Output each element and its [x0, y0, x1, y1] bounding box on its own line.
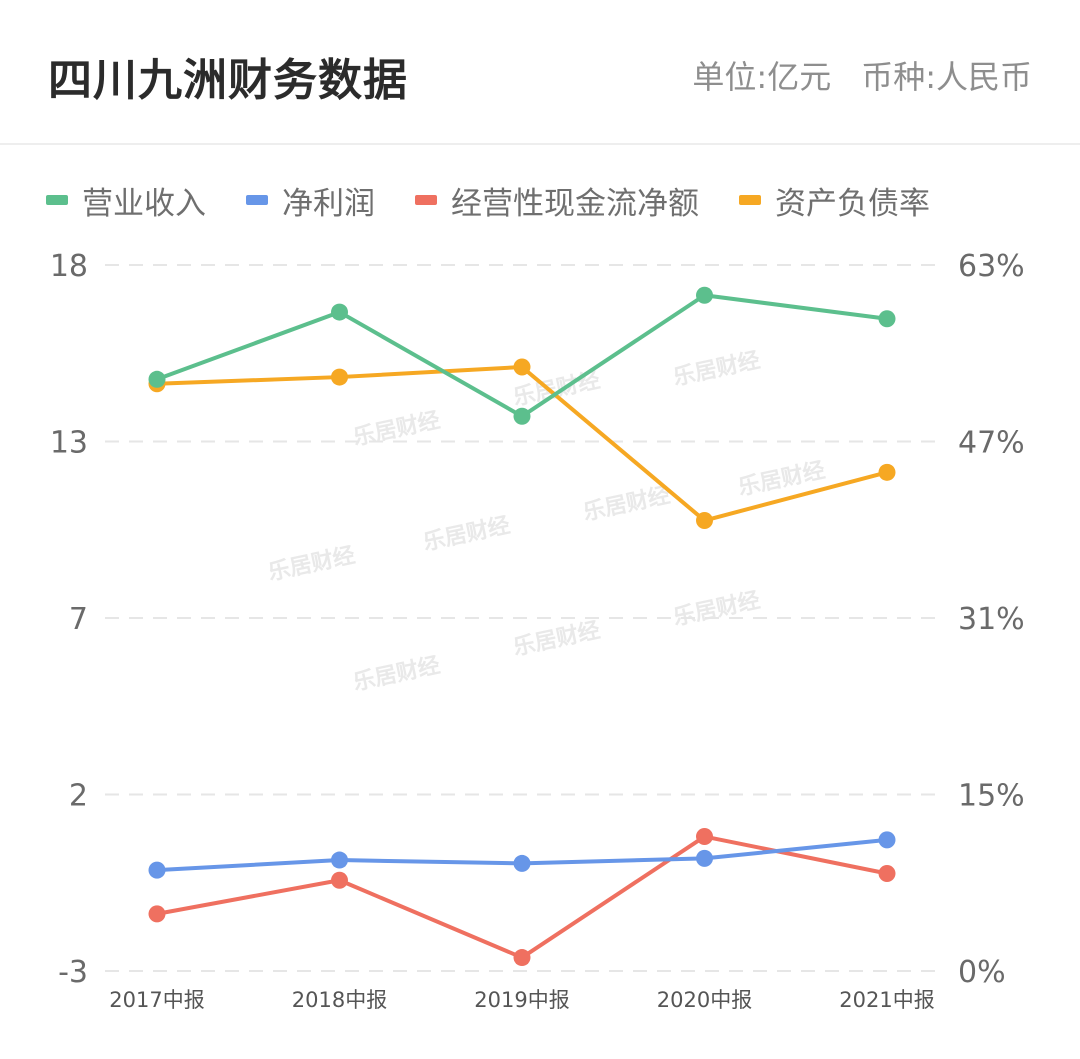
legend-label: 营业收入 — [82, 185, 206, 222]
data-point — [696, 849, 713, 867]
data-point — [513, 949, 531, 967]
watermark-text: 乐居财经 — [671, 347, 762, 391]
legend-swatch — [246, 195, 268, 205]
legend-item-revenue[interactable]: 营业收入 — [46, 178, 206, 223]
x-tick-label: 2018中报 — [292, 988, 387, 1012]
y-left-tick-label: -3 — [58, 955, 88, 990]
legend-item-operating-cashflow[interactable]: 经营性现金流净额 — [415, 178, 699, 223]
data-point — [696, 512, 713, 530]
legend-item-debt-ratio[interactable]: 资产负债率 — [739, 178, 930, 223]
data-point — [878, 831, 896, 849]
data-point — [331, 368, 348, 386]
y-right-tick-label: 15% — [958, 779, 1025, 814]
watermark-text: 乐居财经 — [421, 512, 512, 556]
data-point — [513, 854, 531, 872]
currency-label: 币种:人民币 — [861, 58, 1032, 96]
y-right-tick-label: 47% — [958, 426, 1025, 461]
x-tick-label: 2017中报 — [109, 988, 204, 1012]
data-point — [878, 310, 896, 328]
watermark-text: 乐居财经 — [581, 482, 672, 526]
y-left-tick-label: 2 — [69, 779, 88, 814]
y-right-tick-label: 0% — [958, 955, 1006, 990]
watermark-text: 乐居财经 — [736, 457, 827, 501]
unit-info: 单位:亿元 币种:人民币 — [692, 52, 1032, 98]
watermark-text: 乐居财经 — [351, 652, 442, 696]
y-right-tick-label: 31% — [958, 602, 1025, 637]
legend-swatch — [739, 195, 761, 205]
data-point — [513, 358, 531, 376]
data-point — [148, 861, 166, 879]
y-left-tick-label: 13 — [50, 426, 88, 461]
legend-swatch — [415, 195, 437, 205]
y-right-tick-label: 63% — [958, 249, 1025, 284]
data-point — [696, 286, 713, 304]
data-point — [513, 407, 531, 425]
x-tick-label: 2020中报 — [657, 988, 752, 1012]
y-left-tick-label: 18 — [50, 249, 88, 284]
watermark-text: 乐居财经 — [671, 587, 762, 631]
watermark-text: 乐居财经 — [351, 407, 442, 451]
data-point — [331, 303, 348, 321]
data-point — [331, 871, 348, 889]
legend-label: 净利润 — [282, 185, 375, 222]
header: 四川九洲财务数据 单位:亿元 币种:人民币 — [0, 0, 1080, 145]
legend-label: 资产负债率 — [775, 185, 930, 222]
watermark-text: 乐居财经 — [511, 617, 602, 661]
legend: 营业收入 净利润 经营性现金流净额 资产负债率 — [46, 178, 930, 222]
legend-swatch — [46, 195, 68, 205]
unit-label: 单位:亿元 — [692, 58, 832, 96]
page-title: 四川九洲财务数据 — [48, 55, 408, 106]
series-line — [156, 834, 888, 960]
legend-label: 经营性现金流净额 — [451, 185, 699, 222]
data-point — [148, 905, 166, 923]
legend-item-net-profit[interactable]: 净利润 — [246, 178, 375, 223]
x-tick-label: 2021中报 — [839, 988, 934, 1012]
data-point — [148, 370, 166, 388]
y-left-tick-label: 7 — [69, 602, 88, 637]
data-point — [878, 865, 896, 883]
x-tick-label: 2019中报 — [474, 988, 569, 1012]
data-point — [878, 463, 896, 481]
data-point — [331, 851, 348, 869]
watermark-text: 乐居财经 — [266, 542, 357, 586]
data-point — [696, 828, 713, 846]
